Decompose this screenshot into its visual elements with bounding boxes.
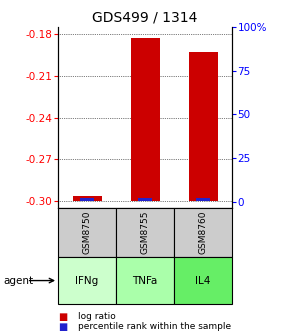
Bar (188, 52, 218, 201)
Text: GSM8755: GSM8755 (140, 211, 150, 254)
Text: ■: ■ (58, 322, 67, 332)
Bar (174, 257, 232, 304)
Text: percentile rank within the sample: percentile rank within the sample (78, 322, 231, 331)
Bar (58, 257, 116, 304)
Bar (130, 38, 160, 201)
Bar (116, 208, 174, 257)
Text: agent: agent (3, 276, 33, 286)
Text: IFNg: IFNg (75, 276, 99, 286)
Text: GSM8750: GSM8750 (82, 211, 92, 254)
Bar (174, 208, 232, 257)
Bar (80, 198, 94, 201)
Bar (58, 208, 116, 257)
Text: ■: ■ (58, 311, 67, 322)
Bar (196, 198, 210, 201)
Bar (72, 196, 102, 201)
Bar (116, 257, 174, 304)
Text: TNFa: TNFa (132, 276, 158, 286)
Title: GDS499 / 1314: GDS499 / 1314 (92, 10, 198, 24)
Bar (138, 198, 152, 201)
Text: GSM8760: GSM8760 (198, 211, 208, 254)
Text: IL4: IL4 (195, 276, 211, 286)
Text: log ratio: log ratio (78, 312, 116, 321)
